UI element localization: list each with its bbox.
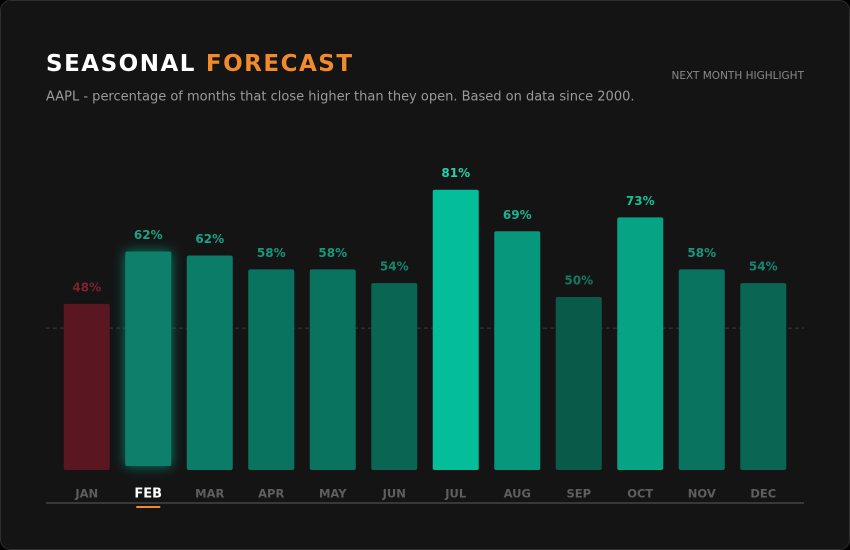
bar — [494, 231, 541, 470]
chart-title: SEASONAL FORECAST — [46, 51, 354, 77]
annotation: NEXT MONTH HIGHLIGHT — [672, 70, 805, 82]
value-label: 81% — [441, 166, 470, 180]
bar — [555, 297, 602, 470]
bar — [125, 251, 172, 466]
x-tick-label: DEC — [750, 487, 776, 501]
value-label: 58% — [687, 246, 716, 260]
x-tick-label: NOV — [688, 487, 716, 501]
subtitle: AAPL - percentage of months that close h… — [46, 90, 635, 105]
bar — [617, 217, 664, 470]
x-tick-label: APR — [258, 487, 284, 501]
x-tick-label: JUN — [382, 487, 406, 501]
bar — [186, 255, 233, 470]
value-label: 48% — [72, 280, 101, 294]
value-label: 54% — [380, 260, 409, 274]
bar — [248, 269, 295, 470]
bar — [432, 189, 479, 471]
value-label: 69% — [503, 208, 532, 222]
value-label: 58% — [318, 246, 347, 260]
x-tick-label: MAY — [319, 487, 347, 501]
x-tick-label: MAR — [195, 487, 224, 501]
bar — [740, 283, 787, 470]
x-tick-label: FEB — [134, 487, 162, 502]
title-main: SEASONAL — [46, 51, 196, 77]
value-label: 54% — [749, 260, 778, 274]
value-label: 62% — [195, 232, 224, 246]
value-label: 58% — [257, 246, 286, 260]
bar — [63, 303, 110, 470]
bar — [309, 269, 356, 470]
x-tick-label: JAN — [74, 487, 98, 501]
bar — [371, 283, 418, 470]
value-label: 62% — [134, 228, 163, 242]
title-highlight: FORECAST — [206, 51, 354, 77]
bar — [678, 269, 725, 470]
value-label: 73% — [626, 194, 655, 208]
x-tick-label: OCT — [627, 487, 653, 501]
x-tick-label: AUG — [504, 487, 531, 501]
x-tick-label: JUL — [444, 487, 467, 501]
value-label: 50% — [564, 274, 593, 288]
highlight-underline — [136, 506, 161, 508]
x-tick-label: SEP — [566, 487, 591, 501]
